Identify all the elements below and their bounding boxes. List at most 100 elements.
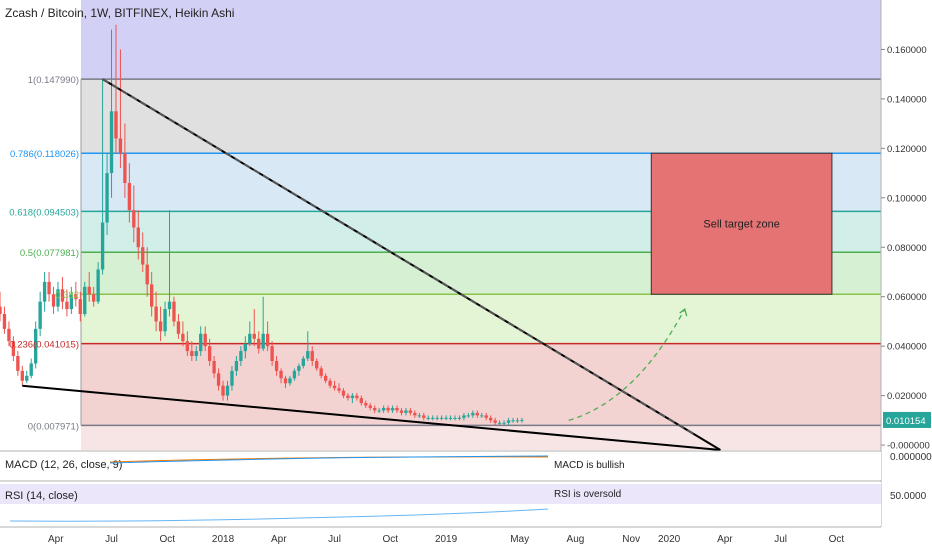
price-tick-label: 0.160000: [887, 45, 927, 56]
candle-body: [301, 358, 306, 366]
candle-body: [426, 417, 430, 419]
candle-body: [252, 333, 256, 339]
fib-band-below: [81, 425, 881, 450]
candle-body: [212, 360, 216, 374]
candle-body: [359, 398, 363, 404]
candle-body: [448, 417, 453, 419]
candle-body: [172, 301, 176, 322]
candle-body: [92, 294, 96, 302]
time-tick-label: Oct: [383, 534, 399, 545]
fib-label-0.5: 0.5(0.077981): [20, 248, 79, 259]
candle-body: [435, 417, 439, 419]
fib-label-0: 0(0.007971): [28, 421, 79, 432]
candle-body: [399, 410, 404, 413]
candle-body: [377, 410, 381, 412]
price-tick-label: 0.120000: [887, 144, 927, 155]
candle-body: [323, 375, 328, 381]
candle-body: [20, 370, 24, 381]
candle-body: [225, 385, 230, 396]
candle-body: [480, 415, 484, 417]
candle-body: [279, 370, 283, 379]
candle-body: [283, 378, 288, 384]
candle-body: [261, 333, 265, 349]
candle-body: [69, 294, 74, 310]
fib-extension-band: [81, 0, 881, 80]
candle-body: [453, 417, 457, 419]
fib-label-0.382: 0.382: [55, 290, 79, 301]
candle-body: [109, 111, 114, 174]
last-price-label: 0.010154: [886, 416, 926, 427]
candle-body: [181, 333, 185, 342]
projection-arrow[interactable]: [568, 308, 686, 421]
macd-label: MACD (12, 26, close, 9): [5, 459, 122, 471]
sell-zone-layer: Sell target zone: [650, 152, 833, 295]
candle-body: [350, 395, 355, 399]
candle-body: [100, 222, 105, 270]
sell-target-zone[interactable]: [650, 152, 833, 295]
price-tick-label: 0.060000: [887, 292, 927, 303]
candle-body: [199, 333, 203, 352]
trendline-layer: [22, 78, 721, 451]
candle-body: [141, 247, 145, 265]
candle-body: [257, 338, 261, 349]
price-axis[interactable]: 0.160000 0.140000 0.120000 0.100000 0.080000…: [880, 0, 932, 550]
candle-body: [475, 412, 479, 416]
candle-body: [185, 341, 190, 352]
candle-body: [216, 373, 221, 386]
candle-body: [2, 314, 7, 329]
candle-body: [118, 138, 123, 154]
lower-trendline[interactable]: [22, 384, 721, 451]
candle-body: [78, 299, 82, 315]
price-tick-label: 0.020000: [887, 391, 927, 402]
time-tick-label: 2020: [658, 534, 681, 545]
candle-body: [0, 306, 2, 315]
candle-body: [176, 321, 181, 334]
rsi-label: RSI (14, close): [5, 490, 78, 502]
time-tick-label: May: [510, 534, 529, 545]
candle-body: [288, 378, 292, 384]
candle-body: [265, 333, 270, 347]
candle-body: [497, 422, 502, 424]
candle-body: [194, 351, 198, 357]
candle-body: [346, 395, 350, 399]
candle-body: [493, 420, 497, 423]
time-tick-label: Nov: [622, 534, 640, 545]
rsi-band: [0, 484, 881, 504]
candle-body: [42, 281, 47, 302]
candle-body: [511, 420, 515, 422]
candle-body: [274, 360, 279, 371]
candle-body: [319, 368, 323, 376]
candle-body: [471, 412, 475, 416]
candle-body: [25, 375, 29, 381]
macd-axis-value: 0.000000: [890, 452, 932, 463]
candle-body: [230, 370, 234, 386]
fib-label-1: 1(0.147990): [28, 75, 79, 86]
time-axis[interactable]: Apr Jul Oct 2018 Apr Jul Oct 2019 May Aug Nov 2020 A…: [0, 526, 881, 545]
price-tick-label: 0.100000: [887, 193, 927, 204]
projection-arrowhead: [679, 307, 688, 317]
candle-body: [149, 284, 154, 307]
candle-body: [127, 182, 132, 211]
dashed-channel[interactable]: [102, 78, 697, 437]
candle-body: [270, 346, 274, 361]
candle-body: [328, 380, 332, 386]
time-tick-label: Apr: [48, 534, 64, 545]
time-tick-label: Jul: [328, 534, 341, 545]
candle-body: [310, 351, 314, 361]
indicator-panes: MACD (12, 26, close, 9) MACD is bullish …: [0, 450, 932, 526]
candle-body: [190, 351, 194, 357]
time-tick-label: Apr: [717, 534, 733, 545]
candle-body: [51, 294, 56, 307]
time-tick-label: Jul: [105, 534, 118, 545]
candle-body: [341, 390, 346, 396]
candle-body: [431, 417, 435, 419]
candle-body: [65, 301, 69, 310]
time-tick-label: 2018: [212, 534, 235, 545]
candle-body: [34, 328, 38, 364]
candle-body: [489, 417, 493, 421]
last-price-badge: [883, 411, 931, 428]
price-tick-label: 0.080000: [887, 243, 927, 254]
candle-body: [234, 360, 239, 371]
